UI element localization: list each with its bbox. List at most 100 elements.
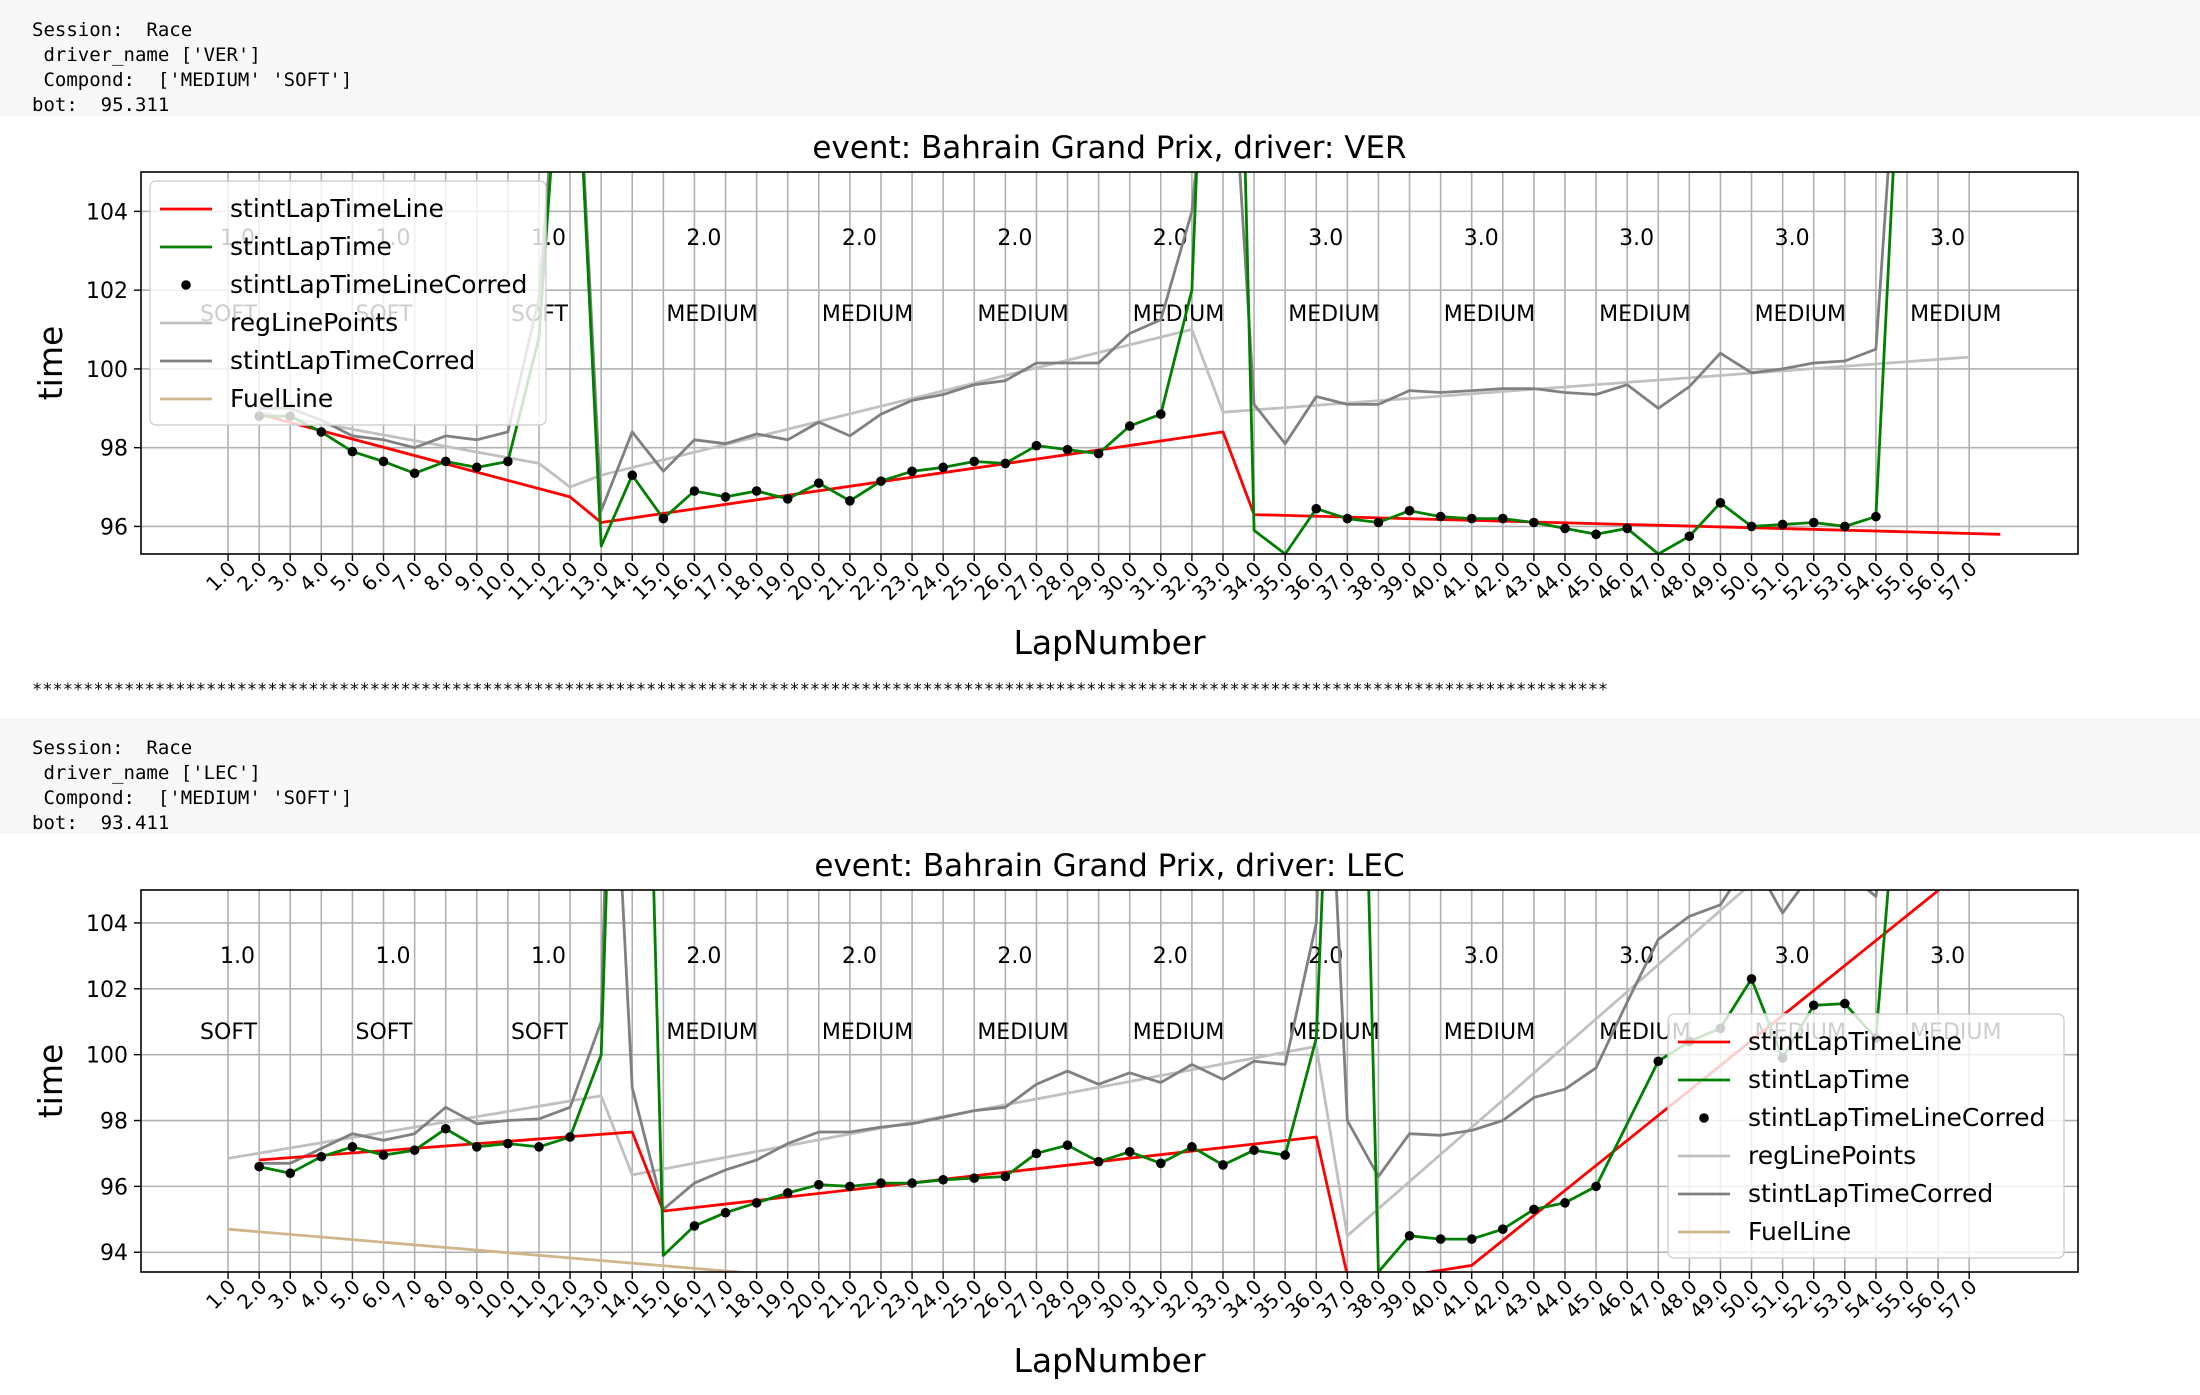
- point-stintlaptimelinecorred: [782, 1188, 793, 1198]
- point-stintlaptimelinecorred: [1373, 517, 1384, 528]
- point-stintlaptimelinecorred: [1498, 1224, 1508, 1234]
- y-axis-label: time: [31, 326, 70, 401]
- legend-label-stintlaptimeline: stintLapTimeLine: [1748, 1027, 1962, 1056]
- point-stintlaptimelinecorred: [316, 427, 327, 437]
- compound-label: MEDIUM: [977, 302, 1068, 327]
- point-stintlaptimelinecorred: [1715, 498, 1726, 508]
- bot-line: bot: 93.411: [32, 812, 170, 834]
- compound-label: MEDIUM: [1444, 302, 1535, 327]
- compound-label: MEDIUM: [1133, 1020, 1224, 1045]
- point-stintlaptimelinecorred: [720, 492, 731, 502]
- chart-title: event: Bahrain Grand Prix, driver: VER: [812, 130, 1406, 166]
- point-stintlaptimelinecorred: [658, 513, 669, 524]
- point-stintlaptimelinecorred: [316, 1151, 327, 1162]
- compound-label: MEDIUM: [822, 1020, 913, 1045]
- legend-label-fuelline: FuelLine: [230, 384, 333, 413]
- stint-number-label: 1.0: [220, 944, 255, 969]
- point-stintlaptimelinecorred: [347, 1142, 358, 1152]
- point-stintlaptimelinecorred: [1031, 1148, 1042, 1159]
- point-stintlaptimelinecorred: [378, 1150, 389, 1160]
- y-tick-label: 98: [100, 1110, 128, 1135]
- point-stintlaptimelinecorred: [876, 1178, 886, 1188]
- compound-label: MEDIUM: [1288, 1020, 1379, 1045]
- point-stintlaptimelinecorred: [440, 1123, 451, 1134]
- point-stintlaptimelinecorred: [969, 456, 980, 467]
- stint-number-label: 2.0: [997, 226, 1032, 251]
- compound-label: SOFT: [356, 1020, 414, 1045]
- line-reglinepoints: [258, 328, 1970, 489]
- legend: stintLapTimeLine stintLapTime stintLapTime…: [149, 180, 547, 426]
- point-stintlaptimelinecorred: [1000, 458, 1011, 469]
- point-stintlaptimelinecorred: [1062, 444, 1073, 455]
- chart-title: event: Bahrain Grand Prix, driver: LEC: [814, 848, 1404, 884]
- point-stintlaptimelinecorred: [1093, 1156, 1104, 1167]
- stint-number-label: 2.0: [686, 226, 721, 251]
- point-stintlaptimelinecorred: [1746, 974, 1757, 984]
- point-stintlaptimelinecorred: [1746, 521, 1757, 532]
- compound-label: MEDIUM: [977, 1020, 1068, 1045]
- point-stintlaptimelinecorred: [1777, 519, 1788, 530]
- point-stintlaptimelinecorred: [1000, 1171, 1011, 1182]
- x-ticks: 1.02.03.04.05.06.07.08.09.010.011.012.01…: [201, 554, 1982, 605]
- point-stintlaptimelinecorred: [627, 470, 638, 481]
- point-stintlaptimelinecorred: [1218, 1160, 1228, 1170]
- plot-frame: [140, 171, 2079, 555]
- point-stintlaptimelinecorred: [1653, 1056, 1664, 1067]
- stint-number-label: 3.0: [1775, 226, 1810, 251]
- point-stintlaptimelinecorred: [1529, 517, 1539, 528]
- stint-number-label: 3.0: [1308, 226, 1343, 251]
- point-stintlaptimelinecorred: [1124, 1147, 1135, 1157]
- compound-label: MEDIUM: [1444, 1020, 1535, 1045]
- point-stintlaptimelinecorred: [409, 1145, 420, 1155]
- legend-label-fuelline: FuelLine: [1748, 1217, 1851, 1246]
- point-stintlaptimelinecorred: [1435, 511, 1446, 522]
- line-stintlaptime: [258, 890, 1890, 1272]
- point-stintlaptimelinecorred: [1435, 1234, 1446, 1244]
- point-stintlaptimelinecorred: [1342, 513, 1353, 524]
- compound-line: Compond: ['MEDIUM' 'SOFT']: [32, 69, 353, 91]
- session-info-ver: Session: Race driver_name ['VER'] Compon…: [0, 0, 2200, 118]
- point-stintlaptimelinecorred: [689, 486, 700, 496]
- session-line: Session: Race: [32, 737, 193, 759]
- point-stintlaptimelinecorred: [1249, 1145, 1259, 1155]
- point-stintlaptimelinecorred: [1031, 440, 1042, 451]
- stint-number-label: 3.0: [1619, 226, 1654, 251]
- stint-number-label: 1.0: [531, 944, 566, 969]
- point-stintlaptimelinecorred: [471, 462, 482, 473]
- point-stintlaptimelinecorred: [1466, 513, 1477, 524]
- point-stintlaptimelinecorred: [689, 1221, 700, 1231]
- line-fuelline: [227, 1227, 755, 1272]
- point-stintlaptimelinecorred: [503, 456, 513, 467]
- point-stintlaptimelinecorred: [1560, 1198, 1570, 1208]
- point-stintlaptimelinecorred: [347, 446, 358, 457]
- stint-number-label: 2.0: [842, 944, 877, 969]
- point-stintlaptimelinecorred: [471, 1142, 482, 1152]
- point-stintlaptimelinecorred: [1560, 523, 1570, 534]
- y-axis-label: time: [31, 1044, 70, 1119]
- legend-label-reglinepoints: regLinePoints: [230, 308, 398, 337]
- point-stintlaptimelinecorred: [503, 1138, 513, 1149]
- point-stintlaptimelinecorred: [876, 476, 886, 486]
- point-stintlaptimelinecorred: [845, 496, 855, 506]
- chart-lec: event: Bahrain Grand Prix, driver: LEC 1.…: [31, 848, 2079, 1380]
- point-stintlaptimelinecorred: [1404, 505, 1415, 516]
- chart-ver: event: Bahrain Grand Prix, driver: VER 1.…: [31, 130, 2079, 662]
- stint-number-label: 3.0: [1775, 944, 1810, 969]
- y-ticks: 94 96 98 100 102 104: [86, 912, 141, 1266]
- compound-label: MEDIUM: [1755, 302, 1846, 327]
- driver-line: driver_name ['VER']: [32, 44, 261, 66]
- point-stintlaptimelinecorred: [1156, 1158, 1166, 1169]
- compound-label: MEDIUM: [1288, 302, 1379, 327]
- y-tick-label: 104: [86, 912, 128, 937]
- point-stintlaptimelinecorred: [1093, 448, 1104, 459]
- point-stintlaptimelinecorred: [534, 1142, 544, 1152]
- point-stintlaptimelinecorred: [378, 456, 389, 467]
- legend-label-stintlaptime: stintLapTime: [1748, 1065, 1910, 1094]
- legend-label-stintlaptimeline: stintLapTimeLine: [230, 194, 444, 223]
- stint-number-label: 2.0: [997, 944, 1032, 969]
- line-stintlaptimecorred: [259, 890, 1879, 1211]
- point-stintlaptimelinecorred: [1871, 511, 1881, 522]
- point-stintlaptimelinecorred: [938, 1174, 948, 1185]
- point-stintlaptimelinecorred: [1808, 1000, 1819, 1011]
- compound-label: SOFT: [511, 1020, 569, 1045]
